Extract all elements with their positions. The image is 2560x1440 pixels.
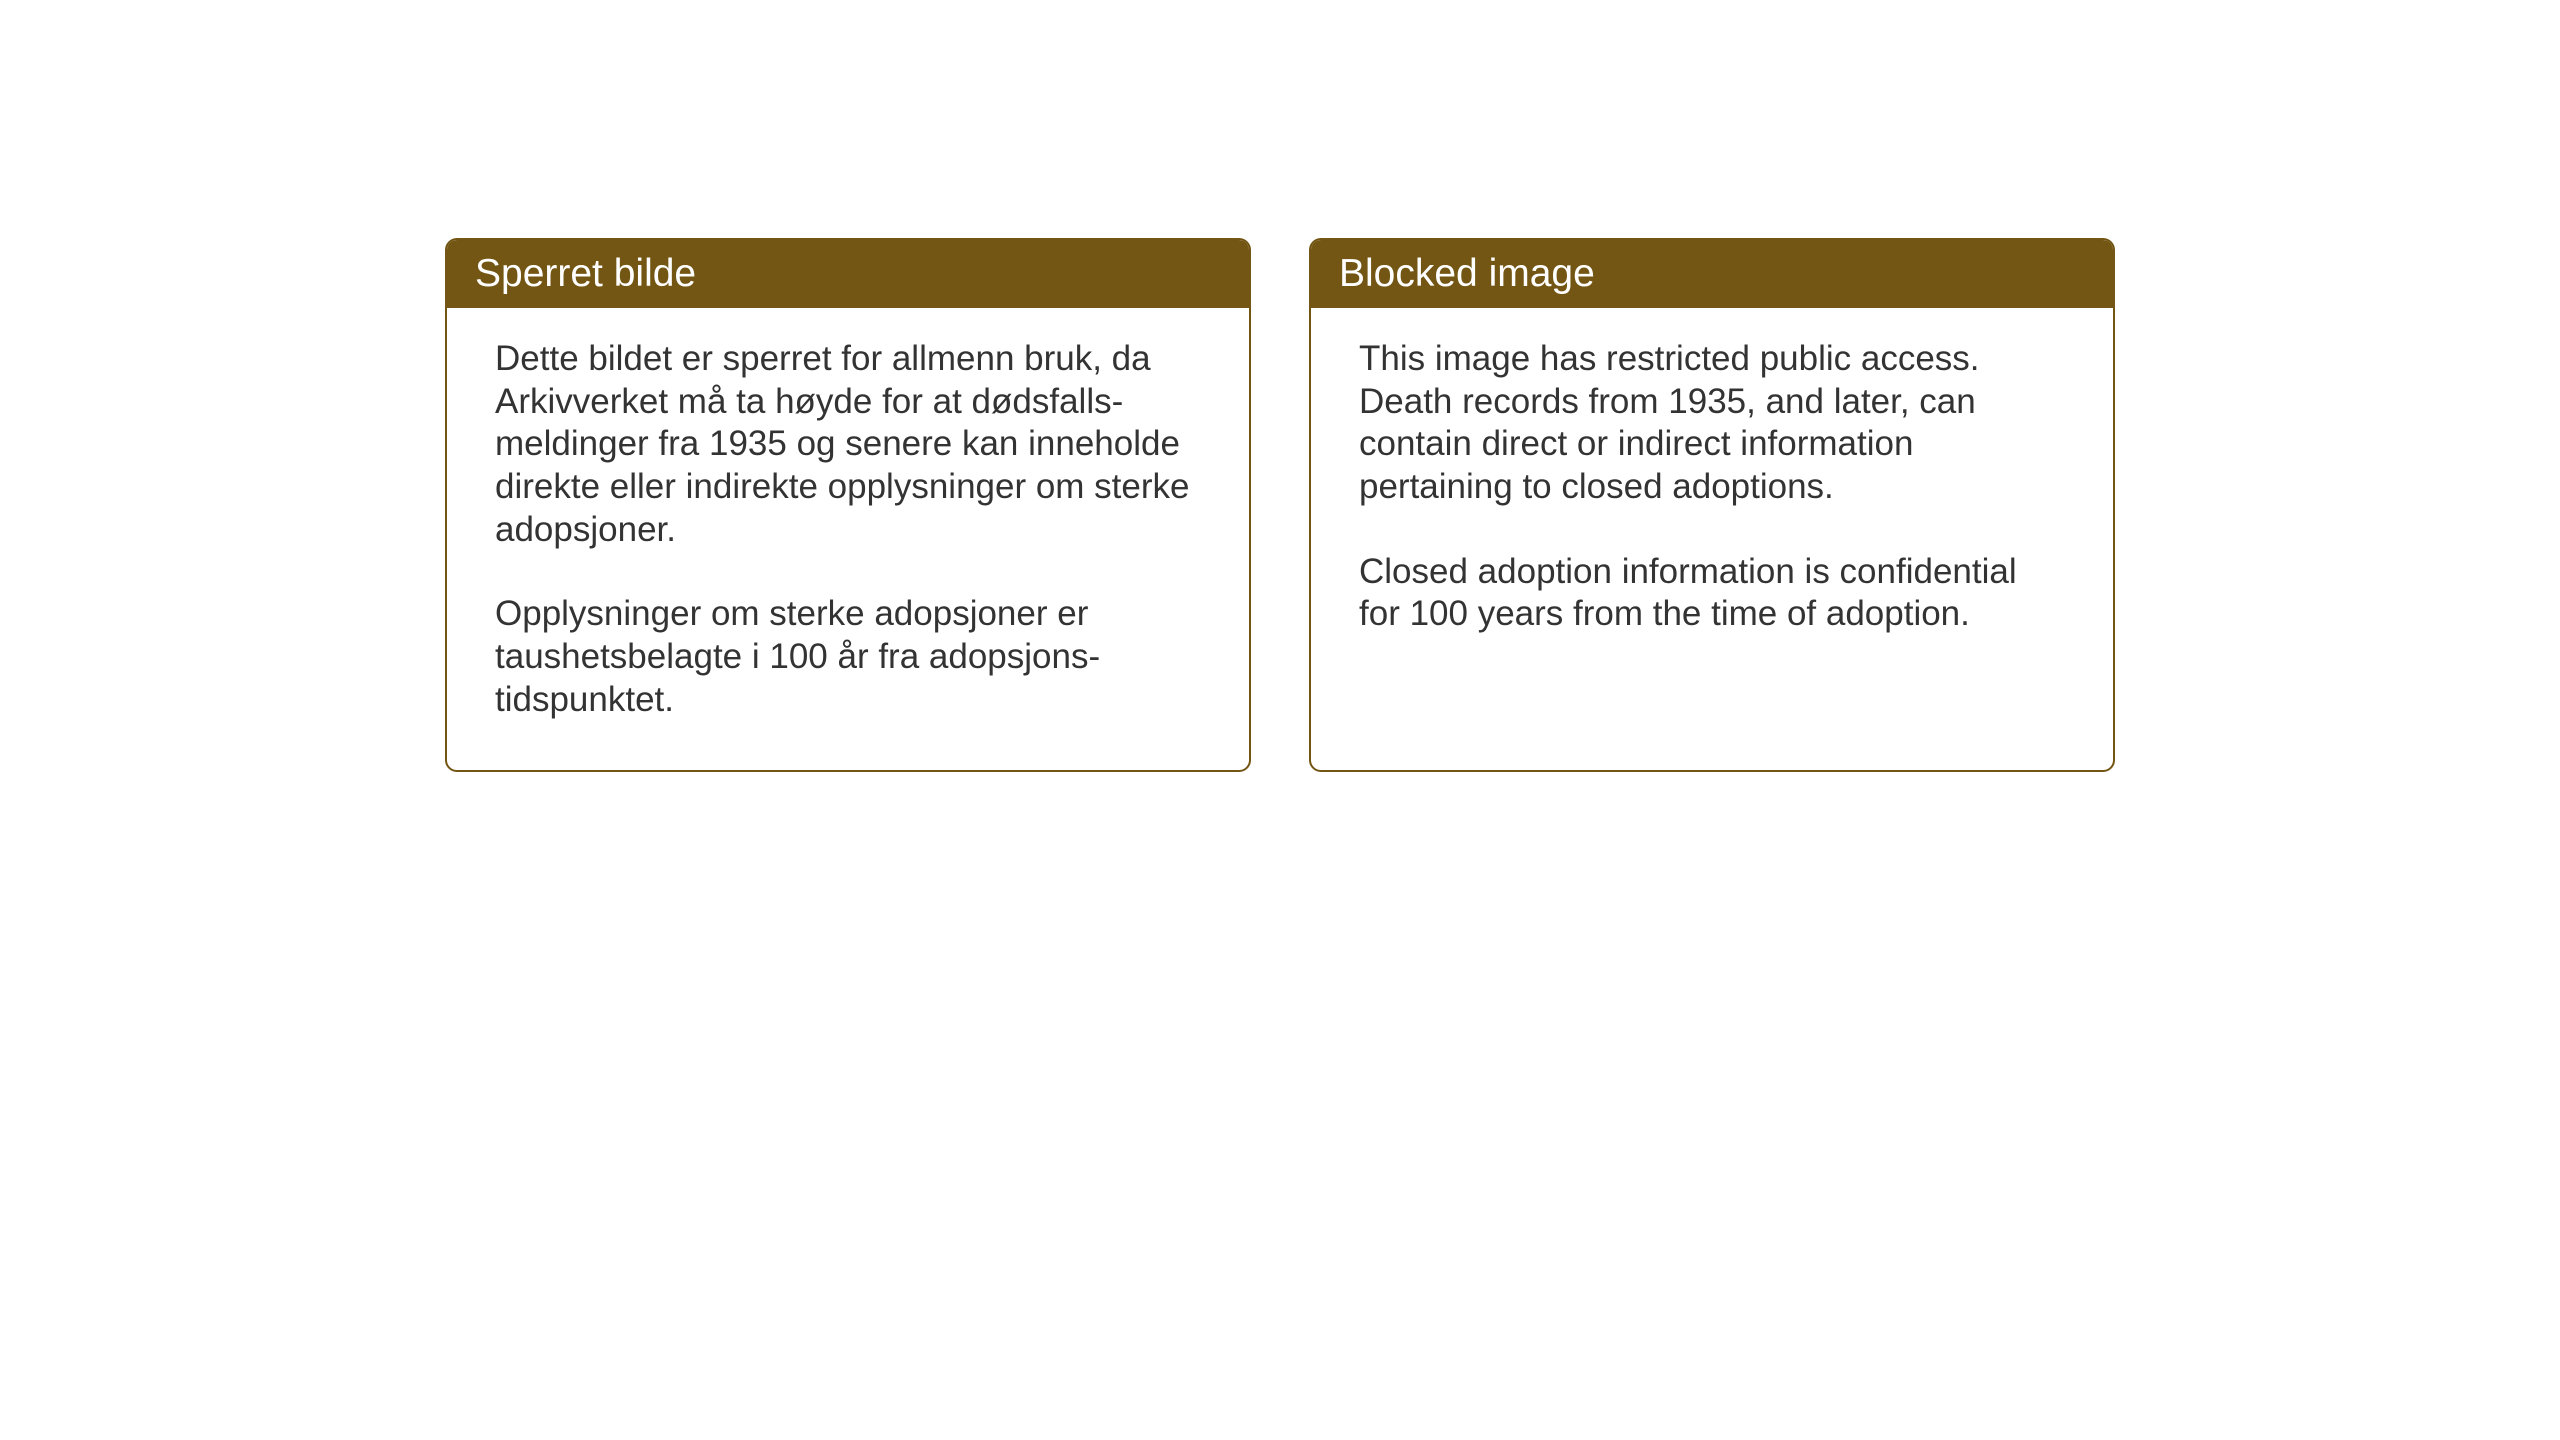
english-card-header: Blocked image xyxy=(1311,240,2113,308)
english-paragraph-1: This image has restricted public access.… xyxy=(1359,338,2065,509)
notice-cards-container: Sperret bilde Dette bildet er sperret fo… xyxy=(445,238,2115,772)
norwegian-card-header: Sperret bilde xyxy=(447,240,1249,308)
english-paragraph-2: Closed adoption information is confident… xyxy=(1359,551,2065,636)
norwegian-paragraph-2: Opplysninger om sterke adopsjoner er tau… xyxy=(495,593,1201,721)
norwegian-card-body: Dette bildet er sperret for allmenn bruk… xyxy=(447,308,1249,770)
english-notice-card: Blocked image This image has restricted … xyxy=(1309,238,2115,772)
norwegian-card-title: Sperret bilde xyxy=(475,252,696,295)
norwegian-notice-card: Sperret bilde Dette bildet er sperret fo… xyxy=(445,238,1251,772)
english-card-body: This image has restricted public access.… xyxy=(1311,308,2113,684)
norwegian-paragraph-1: Dette bildet er sperret for allmenn bruk… xyxy=(495,338,1201,551)
english-card-title: Blocked image xyxy=(1339,252,1595,295)
